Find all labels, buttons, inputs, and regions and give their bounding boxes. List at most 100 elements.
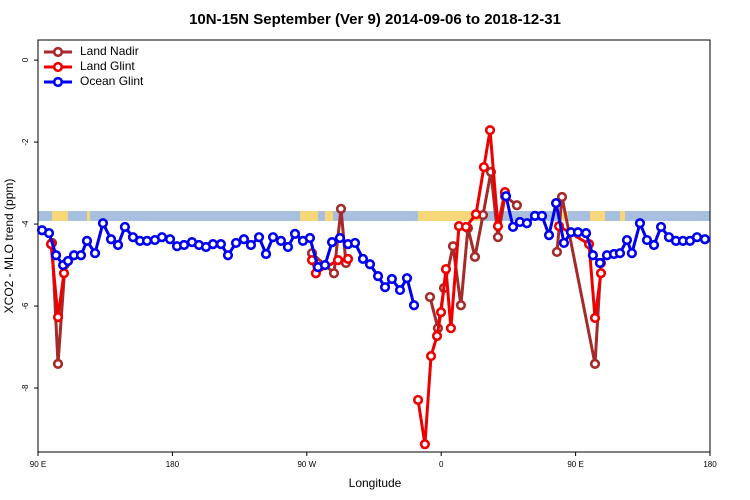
data-point [52, 312, 64, 323]
data-point [332, 255, 344, 266]
data-point [75, 250, 87, 261]
data-point [207, 239, 219, 250]
data-point [469, 251, 481, 262]
data-point [440, 264, 452, 275]
data-point [691, 232, 703, 243]
data-point [500, 191, 512, 202]
data-point [424, 291, 436, 303]
data-point [648, 239, 660, 251]
data-point [594, 257, 606, 269]
data-point [641, 234, 653, 246]
x-tick-label: 90 W [297, 460, 316, 469]
data-point [319, 259, 331, 271]
y-axis-label: XCO2 - MLO trend (ppm) [2, 179, 16, 314]
data-point [655, 221, 667, 233]
land-band [52, 211, 68, 221]
plot-frame [37, 39, 711, 453]
x-axis-label: Longitude [349, 476, 402, 490]
data-point [328, 268, 340, 279]
data-point [230, 237, 242, 249]
data-point [379, 282, 391, 293]
data-point [119, 221, 131, 233]
y-tick-label: -2 [21, 138, 30, 146]
data-point [492, 232, 504, 243]
data-point [275, 235, 287, 246]
data-point [484, 125, 496, 136]
data-point [511, 200, 523, 211]
data-point [626, 248, 637, 259]
data-point [699, 234, 711, 245]
data-point [587, 250, 599, 261]
data-point [447, 241, 459, 252]
series [45, 125, 607, 450]
land-band [418, 211, 480, 221]
data-point [394, 284, 406, 296]
data-point [408, 300, 420, 311]
land-band [87, 211, 90, 221]
data-point [260, 248, 272, 260]
data-point [335, 203, 347, 214]
data-point [81, 235, 93, 246]
land-band [590, 211, 605, 221]
land-band [560, 211, 568, 221]
data-point [595, 268, 607, 279]
ocean-band [38, 211, 710, 221]
data-point [614, 248, 626, 259]
data-point [521, 218, 533, 229]
data-point [580, 227, 592, 239]
y-tick-label: 0 [21, 57, 30, 62]
data-point [43, 227, 55, 239]
data-point [551, 246, 563, 258]
data-point [572, 227, 584, 238]
legend-marker [52, 61, 64, 73]
data-point [621, 234, 633, 246]
data-point [556, 191, 568, 203]
x-tick-label: 90 E [30, 460, 46, 469]
x-tick-label: 90 E [567, 460, 583, 469]
data-point [89, 248, 101, 259]
land-band [300, 211, 318, 221]
x-tick-label: 180 [166, 460, 180, 469]
y-tick-label: -8 [21, 384, 30, 392]
data-point [634, 218, 646, 229]
data-point [401, 273, 413, 284]
data-point [342, 253, 354, 265]
data-point [112, 239, 124, 251]
data-point [289, 228, 301, 240]
surface-band [38, 211, 710, 221]
data-point [349, 237, 361, 249]
legend-label: Land Glint [80, 59, 135, 73]
data-point [460, 221, 472, 233]
data-point [543, 230, 555, 241]
legend-marker [52, 46, 64, 58]
data-point [58, 268, 70, 279]
data-point [156, 232, 168, 243]
data-point [536, 210, 548, 221]
data-point [253, 232, 265, 243]
data-point [425, 350, 437, 362]
chart-title: 10N-15N September (Ver 9) 2014-09-06 to … [189, 11, 561, 28]
data-point [282, 241, 294, 253]
land-band [620, 211, 625, 221]
data-point [215, 239, 227, 250]
data-point [50, 250, 62, 261]
data-point [245, 239, 257, 251]
legend-label: Ocean Glint [80, 74, 144, 88]
data-point [589, 358, 601, 369]
data-point [97, 218, 109, 229]
data-point [550, 198, 562, 209]
data-point [238, 234, 250, 245]
data-point [357, 253, 369, 265]
data-point [419, 439, 431, 450]
data-point [52, 358, 64, 369]
data-point [412, 394, 424, 406]
data-point [141, 235, 153, 246]
data-point [372, 271, 384, 282]
data-point [164, 234, 176, 245]
data-point [589, 312, 601, 324]
data-point [326, 237, 338, 248]
data-point [62, 255, 74, 267]
